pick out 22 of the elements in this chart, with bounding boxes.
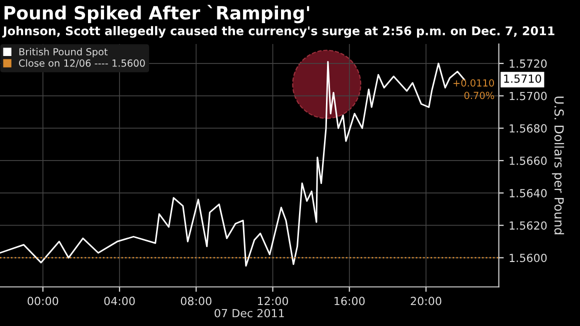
y-tick-label: 1.5720 [510,59,547,68]
x-tick-label: 04:00 [104,296,135,306]
text: 1.5710 [504,74,542,83]
y-tick-label: 1.5600 [510,254,547,262]
x-tick-label: 12:00 [258,296,288,306]
y-tick-label: 1.5640 [510,188,547,198]
x-tick-label: 08:00 [180,296,212,306]
y-tick-label: 1.5620 [510,221,547,230]
x-tick-label: 20:00 [410,296,442,306]
annotation: +0.0110 [454,79,494,87]
y-tick-label: 1.5680 [510,124,547,133]
y-tick-label: 1.5700 [510,92,547,100]
x-tick-label: 16:00 [334,296,365,306]
legend-label: Close on 12/06 ---- 1.5600 [19,59,145,68]
chart-title: Pound Spiked After `Ramping' [4,4,310,24]
legend-label: British Pound Spot [19,48,108,58]
x-axis-title: 07 Dec 2011 [214,308,284,318]
y-axis-title: U.S. Dollars per Pound [552,96,564,234]
y-tick-label: 1.5660 [510,156,547,165]
x-tick-label: 00:00 [28,296,58,306]
annotation: 0.70% [464,92,494,100]
chart-subtitle: Johnson, Scott allegedly caused the currency's surge at 2:56 p.m. on Dec. 7, 2011 [2,26,554,38]
